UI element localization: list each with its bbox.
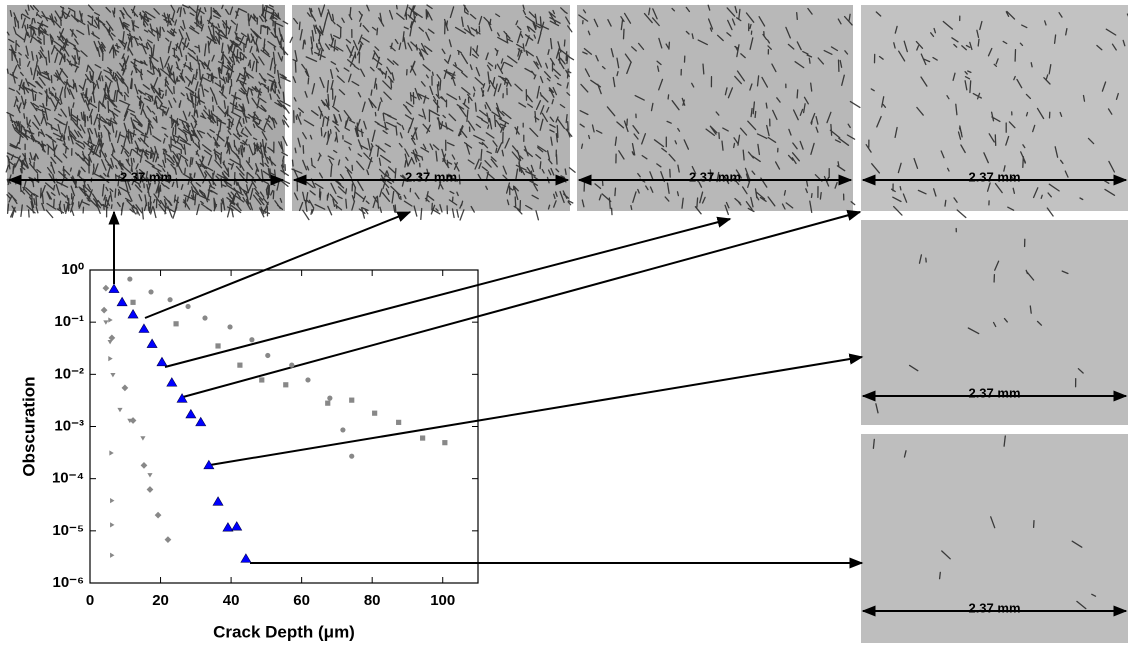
micrograph: 2.37 mm (861, 220, 1128, 425)
data-point (108, 334, 116, 342)
data-point (109, 450, 114, 456)
x-tick-label: 40 (223, 592, 240, 609)
data-point (173, 321, 179, 327)
y-tick-label: 10⁻³ (54, 417, 84, 434)
data-point (107, 340, 113, 345)
data-point (212, 496, 224, 506)
scale-label: 2.37 mm (968, 385, 1020, 400)
y-axis-label: Obscuration (19, 376, 38, 476)
data-point (305, 377, 311, 383)
data-point (110, 497, 115, 504)
data-point (349, 397, 355, 403)
data-point (140, 436, 146, 441)
micrograph: 2.37 mm (861, 434, 1128, 643)
data-point (185, 303, 191, 310)
cracks (872, 435, 1097, 610)
x-tick-label: 100 (430, 592, 455, 609)
arrow (182, 209, 862, 398)
data-point (138, 323, 150, 333)
data-point (265, 352, 271, 359)
data-point (167, 297, 173, 303)
y-tick-label: 10⁻¹ (54, 313, 84, 330)
data-point (372, 410, 378, 416)
data-point (249, 337, 255, 343)
data-point (116, 296, 128, 307)
data-point (283, 382, 289, 388)
data-point (325, 400, 331, 406)
data-point (117, 407, 123, 413)
x-tick-label: 20 (152, 592, 169, 609)
micrograph: 2.37 mm (5, 4, 291, 220)
data-point (146, 338, 158, 348)
data-point (130, 299, 136, 305)
y-tick-label: 10⁻⁵ (52, 522, 84, 539)
data-point (127, 308, 139, 319)
micrograph: 2.37 mm (577, 4, 861, 216)
data-point (420, 435, 426, 441)
data-point (103, 320, 109, 325)
data-point (154, 511, 162, 519)
data-point (110, 522, 115, 528)
arrow (164, 216, 732, 368)
data-point (108, 356, 113, 362)
data-point (185, 408, 197, 419)
data-point (215, 343, 221, 349)
scale-label: 2.37 mm (968, 600, 1020, 615)
data-point (442, 440, 448, 446)
data-point (127, 418, 133, 424)
data-point (146, 486, 154, 493)
arrows (108, 209, 864, 569)
data-point (203, 459, 215, 470)
micrograph: 2.37 mm (289, 4, 576, 221)
data-point (166, 377, 178, 387)
data-point (110, 372, 116, 378)
data-point (340, 427, 346, 433)
data-point (102, 284, 110, 292)
data-point (164, 536, 172, 543)
data-point (100, 306, 108, 314)
y-tick-label: 10⁻² (54, 365, 84, 382)
cracks (875, 227, 1084, 414)
data-point (156, 356, 168, 367)
data-point (176, 393, 188, 403)
data-point (289, 362, 295, 368)
x-tick-label: 60 (293, 592, 310, 609)
data-point (349, 453, 355, 459)
data-point (140, 461, 148, 469)
data-point (202, 315, 208, 321)
y-tick-label: 10⁻⁶ (52, 574, 84, 591)
data-point (148, 289, 154, 295)
y-tick-label: 10⁻⁴ (52, 470, 84, 487)
cracks (5, 4, 291, 220)
x-axis-label: Crack Depth (μm) (213, 622, 355, 641)
x-tick-label: 80 (364, 592, 381, 609)
data-point (121, 384, 129, 392)
data-point (259, 377, 265, 383)
data-point (110, 552, 115, 558)
data-point (327, 395, 333, 401)
y-tick-label: 10⁰ (61, 261, 84, 278)
data-point (240, 553, 252, 563)
data-point (127, 276, 133, 282)
data-point (108, 283, 120, 293)
arrow (144, 211, 412, 319)
data-point (222, 522, 234, 532)
data-point (195, 416, 207, 427)
data-point (108, 317, 113, 323)
data-point (147, 473, 153, 478)
cracks (289, 4, 576, 221)
scale-label: 2.37 mm (120, 169, 172, 184)
x-tick-label: 0 (86, 592, 94, 609)
data-point (227, 324, 233, 330)
micrograph: 2.37 mm (861, 5, 1128, 219)
arrow (209, 353, 864, 466)
scale-label: 2.37 mm (689, 169, 741, 184)
data-point (231, 521, 243, 531)
data-point (237, 362, 243, 368)
scale-label: 2.37 mm (968, 169, 1020, 184)
scale-label: 2.37 mm (405, 169, 457, 184)
data-point (396, 419, 402, 425)
